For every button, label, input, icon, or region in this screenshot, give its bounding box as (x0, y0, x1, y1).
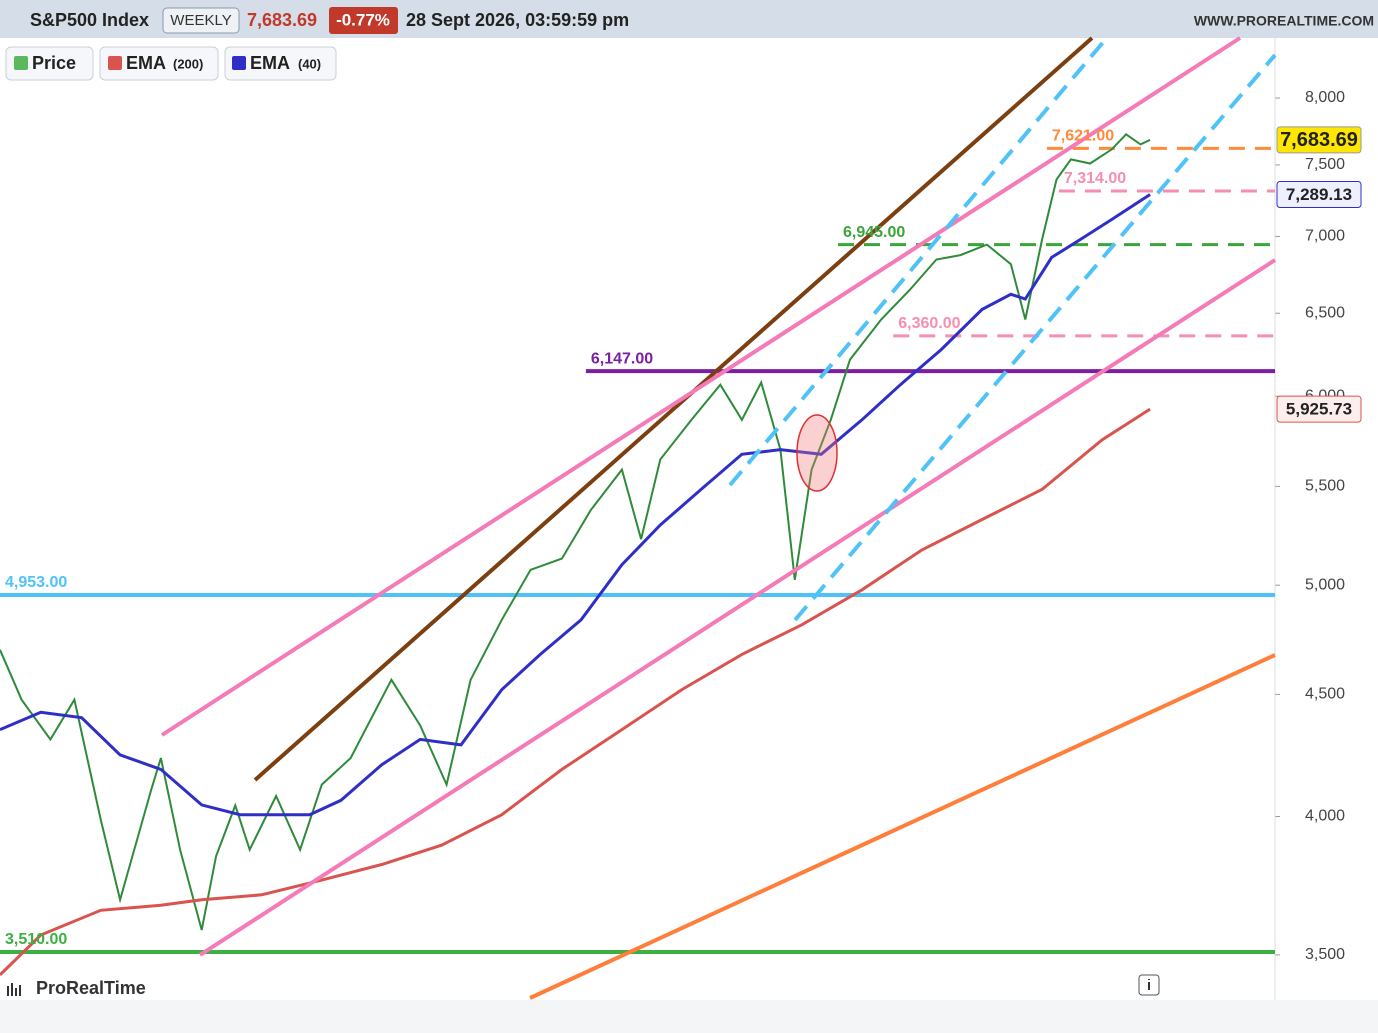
timeframe[interactable]: WEEKLY (170, 12, 231, 29)
legend-label[interactable]: Price (32, 53, 76, 73)
change-box (329, 7, 398, 34)
legend-swatch (232, 56, 246, 70)
y-tick-label: 8,000 (1305, 89, 1345, 106)
level-label: 6,945.00 (843, 224, 905, 241)
price-tag-label: 7,289.13 (1286, 185, 1352, 204)
y-tick-label: 4,500 (1305, 686, 1345, 703)
legend-swatch (14, 56, 28, 70)
y-tick-label: 5,000 (1305, 576, 1345, 593)
trend-line (728, 38, 1107, 487)
y-tick-label: 3,500 (1305, 946, 1345, 963)
price-line (0, 132, 1151, 931)
price-tag-label: 7,683.69 (1280, 129, 1358, 151)
y-tick-label: 7,000 (1305, 228, 1345, 245)
legend: Price EMA (200) EMA (40) (5, 46, 337, 81)
header-change: -0.77% (336, 10, 390, 29)
trend-line (253, 36, 1094, 782)
price-tag-label: 5,925.73 (1286, 400, 1352, 419)
y-tick-label: 6,500 (1305, 304, 1345, 321)
legend-period[interactable]: (40) (298, 56, 321, 71)
price-tag (1276, 180, 1362, 208)
level-label: 6,360.00 (898, 315, 960, 332)
trend-line (529, 653, 1276, 1000)
x-axis-bar (0, 1000, 1378, 1033)
y-tick-label: 4,000 (1305, 808, 1345, 825)
ema-line (0, 193, 1151, 817)
timeframe-box[interactable] (162, 7, 240, 34)
header-price: 7,683.69 (247, 10, 317, 30)
instrument-title: S&P500 Index (30, 10, 149, 30)
trend-line (198, 258, 1277, 957)
level-label: 7,621.00 (1052, 128, 1114, 145)
brand-logo (7, 983, 21, 996)
level-label: 4,953.00 (5, 574, 67, 591)
brand-name: ProRealTime (36, 978, 146, 998)
site-url[interactable]: WWW.PROREALTIME.COM (1194, 13, 1374, 29)
level-label: 7,314.00 (1064, 170, 1126, 187)
trend-line (793, 53, 1277, 622)
highlight-ellipse (796, 414, 838, 492)
legend-button[interactable] (5, 46, 94, 81)
y-tick-label: 7,500 (1305, 156, 1345, 173)
level-label: 3,510.00 (5, 931, 67, 948)
ema-line (0, 407, 1151, 976)
legend-period[interactable]: (200) (173, 56, 203, 71)
plot-layer (0, 38, 1280, 1000)
drawings (160, 36, 1277, 1000)
level-label: 6,147.00 (591, 350, 653, 367)
header-datetime: 28 Sept 2026, 03:59:59 pm (406, 10, 629, 30)
price-tag (1276, 126, 1362, 154)
price-tag (1276, 395, 1362, 423)
legend-label[interactable]: EMA (126, 53, 166, 73)
y-tick-label: 5,500 (1305, 478, 1345, 495)
trend-line (160, 36, 1242, 737)
legend-button[interactable] (224, 46, 337, 81)
legend-button[interactable] (99, 46, 219, 81)
legend-label[interactable]: EMA (250, 53, 290, 73)
legend-swatch (108, 56, 122, 70)
